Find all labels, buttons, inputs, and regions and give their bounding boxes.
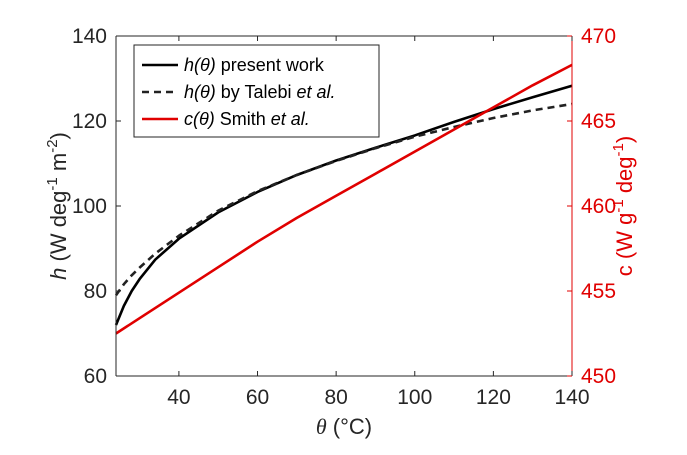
legend-prefix: h [184,82,194,102]
legend-italic: et al. [297,82,336,102]
left-y-label-unit2: m [46,153,71,177]
legend-label-2: c(θ) Smith et al. [184,109,310,129]
right-y-label-exp1: -1 [610,199,627,212]
left-y-tick-label: 140 [72,25,107,48]
left-y-label-close: ) [46,132,71,139]
legend-box [133,44,380,138]
legend-italic: et al. [271,109,310,129]
right-y-tick-label: 450 [581,365,616,388]
legend-label-0: h(θ) present work [184,55,325,75]
right-y-label-close: ) [612,136,637,143]
legend-prefix: c [184,109,193,129]
right-y-tick-label: 455 [581,280,616,303]
left-y-tick-label: 100 [72,195,107,218]
left-y-axis-label: h (W deg-1 m-2) [44,132,71,280]
series-line-2 [115,63,573,335]
right-y-tick-label: 460 [581,195,616,218]
legend-arg: (θ) [193,109,215,129]
legend-text: present work [216,55,325,75]
left-y-tick-label: 60 [84,365,107,388]
right-y-label-exp2: -1 [610,143,627,156]
right-y-tick-label: 465 [581,110,616,133]
legend-arg: (θ) [194,82,216,102]
left-y-tick-label: 120 [72,110,107,133]
x-axis-label-symbol: θ [316,414,327,439]
legend-text: by Talebi [216,82,297,102]
left-y-label-exp2: -2 [44,139,61,152]
right-y-tick-label: 470 [581,25,616,48]
right-y-label-symbol: c [612,265,637,276]
x-tick-label: 120 [476,386,511,409]
x-tick-label: 80 [324,386,347,409]
plot-area: 40 60 80 100 120 1406080100120140450455460465… [44,25,637,439]
x-axis-label-unit: (°C) [327,414,372,439]
left-y-label-symbol: h [46,268,71,280]
legend-text: Smith [215,109,271,129]
legend-arg: (θ) [194,55,216,75]
x-tick-label: 100 [397,386,432,409]
series-line-1 [114,102,573,297]
x-tick-label: 40 [167,386,190,409]
left-y-label-unit: (W deg [46,191,71,268]
x-tick-label: 60 [246,386,269,409]
right-y-label-unit2: deg [612,156,637,199]
right-y-label-unit: (W g [612,213,637,266]
x-axis-label: θ (°C) [316,414,372,439]
left-y-label-exp1: -1 [44,177,61,190]
legend-prefix: h [184,55,194,75]
right-y-axis-label: c (W g-1 deg-1) [610,136,637,276]
legend-label-1: h(θ) by Talebi et al. [184,82,336,102]
x-tick-label: 140 [554,386,589,409]
left-y-tick-label: 80 [84,280,107,303]
